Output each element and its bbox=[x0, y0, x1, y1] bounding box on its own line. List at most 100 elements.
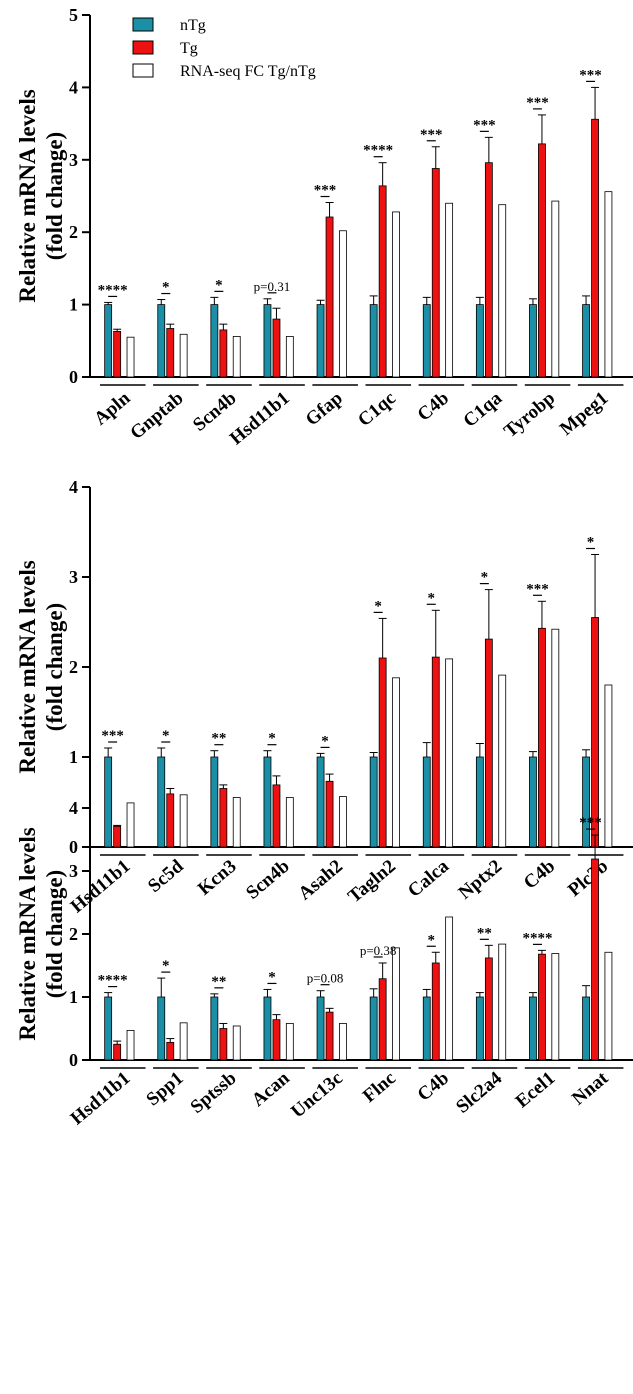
bar-ntg bbox=[422, 756, 431, 848]
category-label: Tagln2 bbox=[344, 856, 400, 908]
bar-tg bbox=[219, 329, 228, 378]
category-label: Asah2 bbox=[294, 856, 346, 905]
bar-rnaseq bbox=[551, 628, 560, 848]
bar-tg bbox=[591, 118, 599, 378]
legend-swatch-ntg bbox=[132, 17, 154, 32]
bar-rnaseq bbox=[285, 1023, 294, 1061]
bar-ntg bbox=[529, 304, 537, 378]
bar-tg bbox=[484, 638, 493, 848]
significance-label: ** bbox=[211, 974, 226, 990]
y-tick-label: 4 bbox=[69, 77, 78, 97]
bar-ntg bbox=[210, 304, 219, 378]
significance-label: **** bbox=[522, 930, 552, 946]
significance-label: * bbox=[162, 958, 170, 974]
legend-swatch-tg bbox=[132, 40, 154, 55]
significance-label: * bbox=[481, 570, 489, 586]
bar-ntg bbox=[316, 996, 325, 1061]
bar-tg bbox=[538, 143, 546, 378]
bar-rnaseq bbox=[339, 230, 347, 378]
significance-label: **** bbox=[98, 973, 128, 989]
bar-ntg bbox=[104, 756, 113, 848]
bar-ntg bbox=[369, 304, 378, 378]
significance-label: * bbox=[268, 969, 276, 985]
category-label: Hsd11b1 bbox=[67, 1068, 135, 1130]
bar-ntg bbox=[210, 996, 219, 1061]
significance-label: **** bbox=[363, 143, 393, 159]
significance-label: **** bbox=[98, 282, 128, 298]
significance-label: * bbox=[428, 932, 436, 948]
category-label: Scn4b bbox=[242, 856, 294, 904]
bar-rnaseq bbox=[392, 211, 400, 378]
category-label: C4b bbox=[414, 388, 453, 426]
bar-rnaseq bbox=[126, 336, 135, 378]
y-axis-title-line2: (fold change) bbox=[42, 603, 67, 731]
significance-label: *** bbox=[526, 95, 549, 111]
bar-tg bbox=[484, 957, 493, 1061]
category-label: C1qa bbox=[459, 387, 506, 431]
bar-rnaseq bbox=[339, 796, 347, 848]
bar-rnaseq bbox=[232, 336, 241, 378]
bar-tg bbox=[378, 657, 387, 848]
bar-rnaseq bbox=[445, 916, 454, 1061]
bar-rnaseq bbox=[551, 953, 560, 1061]
y-tick-label: 5 bbox=[69, 5, 78, 25]
category-label: Acan bbox=[248, 1067, 294, 1111]
bar-tg bbox=[591, 617, 599, 848]
significance-label: *** bbox=[420, 127, 443, 143]
category-label: Apln bbox=[90, 387, 135, 429]
bar-tg bbox=[219, 788, 228, 848]
y-tick-label: 4 bbox=[69, 798, 78, 818]
bar-ntg bbox=[210, 756, 219, 848]
significance-label: p=0.38 bbox=[360, 943, 397, 958]
significance-label: * bbox=[268, 731, 276, 747]
bar-rnaseq bbox=[179, 794, 188, 848]
significance-label: * bbox=[428, 590, 436, 606]
bar-ntg bbox=[475, 304, 484, 378]
bar-rnaseq bbox=[392, 947, 400, 1061]
significance-label: *** bbox=[101, 728, 124, 744]
category-label: Nptx2 bbox=[455, 856, 507, 904]
bar-rnaseq bbox=[179, 333, 188, 378]
y-axis-title: Relative mRNA levels bbox=[15, 89, 40, 302]
category-label: Gfap bbox=[302, 388, 347, 431]
bar-tg bbox=[378, 978, 387, 1061]
bar-rnaseq bbox=[232, 797, 241, 848]
category-label: C4b bbox=[520, 856, 559, 894]
bar-rnaseq bbox=[179, 1022, 188, 1061]
bar-tg bbox=[272, 784, 281, 848]
significance-label: ** bbox=[211, 731, 226, 747]
bar-tg bbox=[325, 216, 334, 378]
bar-ntg bbox=[104, 996, 113, 1061]
significance-label: * bbox=[162, 728, 170, 744]
y-axis-title: Relative mRNA levels bbox=[15, 827, 40, 1040]
significance-label: *** bbox=[579, 67, 602, 83]
bar-tg bbox=[272, 318, 281, 378]
bar-tg bbox=[431, 962, 440, 1061]
bar-tg bbox=[538, 627, 546, 848]
y-tick-label: 0 bbox=[69, 837, 78, 857]
bar-rnaseq bbox=[498, 674, 507, 848]
bar-ntg bbox=[104, 304, 113, 378]
significance-label: p=0.31 bbox=[254, 279, 291, 294]
y-tick-label: 0 bbox=[69, 1050, 78, 1070]
bar-tg bbox=[591, 858, 599, 1061]
significance-label: ** bbox=[477, 925, 492, 941]
bar-tg bbox=[166, 328, 175, 378]
legend-swatch-rnaseq bbox=[132, 63, 154, 78]
category-label: Ecel1 bbox=[512, 1068, 559, 1113]
bar-tg bbox=[431, 168, 440, 378]
bar-tg bbox=[325, 780, 334, 848]
y-tick-label: 1 bbox=[69, 987, 78, 1007]
bar-ntg bbox=[475, 996, 484, 1061]
bar-rnaseq bbox=[445, 202, 454, 378]
bar-ntg bbox=[582, 996, 590, 1061]
y-tick-label: 3 bbox=[69, 861, 78, 881]
bar-rnaseq bbox=[498, 204, 507, 378]
bar-ntg bbox=[157, 756, 166, 848]
bar-rnaseq bbox=[604, 951, 613, 1061]
legend-label-rnaseq: RNA-seq FC Tg/nTg bbox=[180, 63, 316, 80]
bar-rnaseq bbox=[285, 797, 294, 848]
y-axis-title-line2: (fold change) bbox=[42, 870, 67, 998]
